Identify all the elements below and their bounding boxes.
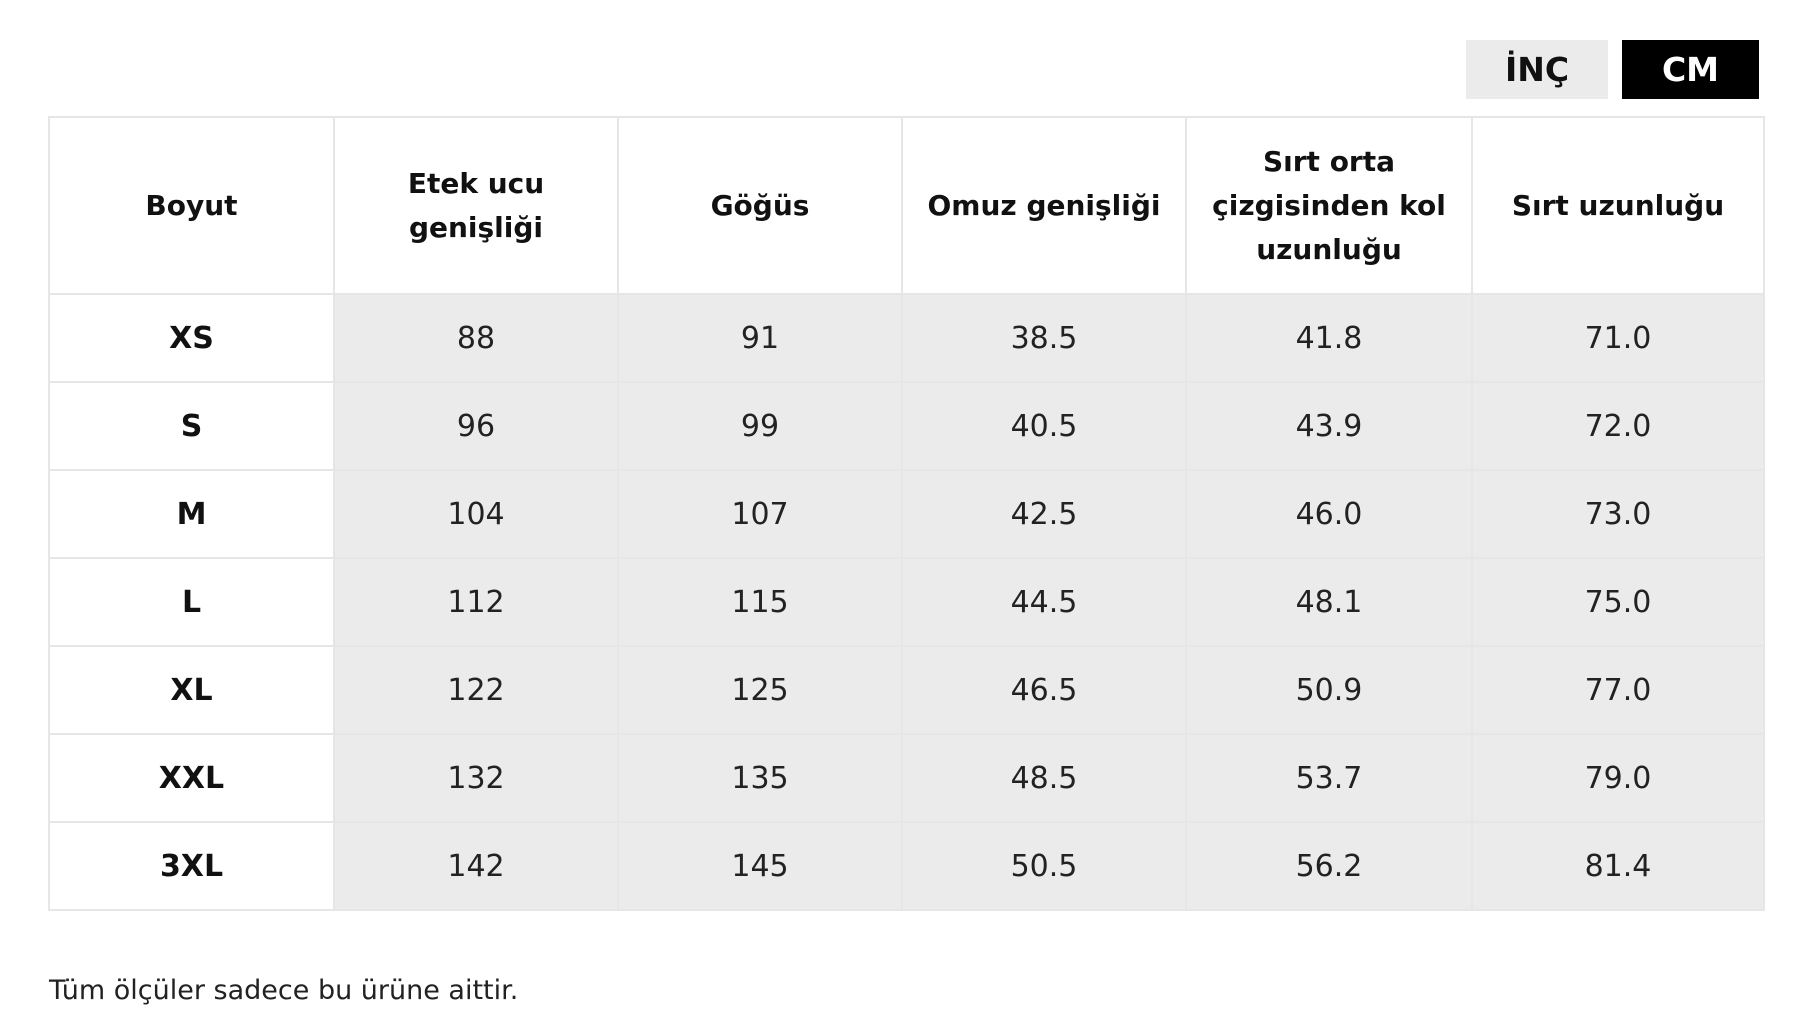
measurement-cell: 104 (333, 469, 619, 559)
measurement-cell: 96 (333, 381, 619, 471)
column-header-sleeve-length: Sırt orta çizgisinden kol uzunluğu (1185, 116, 1473, 295)
measurement-cell: 72.0 (1471, 381, 1765, 471)
measurement-cell: 142 (333, 821, 619, 911)
measurement-cell: 88 (333, 293, 619, 383)
column-header-size: Boyut (48, 116, 335, 295)
measurement-cell: 50.5 (901, 821, 1187, 911)
table-row: M 104 107 42.5 46.0 73.0 (48, 469, 1765, 559)
measurement-cell: 79.0 (1471, 733, 1765, 823)
table-header-row: Boyut Etek ucu genişliği Göğüs Omuz geni… (48, 116, 1765, 295)
measurement-footnote: Tüm ölçüler sadece bu ürüne aittir. (49, 975, 519, 1006)
measurement-cell: 145 (617, 821, 903, 911)
measurement-cell: 75.0 (1471, 557, 1765, 647)
measurement-cell: 77.0 (1471, 645, 1765, 735)
measurement-cell: 107 (617, 469, 903, 559)
size-label-cell: M (48, 469, 335, 559)
measurement-cell: 48.5 (901, 733, 1187, 823)
size-label-cell: L (48, 557, 335, 647)
size-label-cell: 3XL (48, 821, 335, 911)
table-row: 3XL 142 145 50.5 56.2 81.4 (48, 821, 1765, 911)
table-row: XS 88 91 38.5 41.8 71.0 (48, 293, 1765, 383)
inch-unit-button[interactable]: İNÇ (1466, 40, 1608, 99)
measurement-cell: 115 (617, 557, 903, 647)
measurement-cell: 81.4 (1471, 821, 1765, 911)
measurement-cell: 132 (333, 733, 619, 823)
size-table-body: XS 88 91 38.5 41.8 71.0 S 96 99 40.5 43.9 72.0 M 104 1… (48, 293, 1765, 911)
table-row: XL 122 125 46.5 50.9 77.0 (48, 645, 1765, 735)
measurement-cell: 91 (617, 293, 903, 383)
measurement-cell: 46.5 (901, 645, 1187, 735)
size-label-cell: S (48, 381, 335, 471)
measurement-cell: 99 (617, 381, 903, 471)
column-header-back-length: Sırt uzunluğu (1471, 116, 1765, 295)
measurement-cell: 42.5 (901, 469, 1187, 559)
cm-unit-button[interactable]: CM (1622, 40, 1759, 99)
column-header-hem-width: Etek ucu genişliği (333, 116, 619, 295)
size-label-cell: XS (48, 293, 335, 383)
size-chart-table: Boyut Etek ucu genişliği Göğüs Omuz geni… (48, 116, 1765, 911)
measurement-cell: 71.0 (1471, 293, 1765, 383)
column-header-chest: Göğüs (617, 116, 903, 295)
unit-toggle: İNÇ CM (1466, 40, 1763, 99)
measurement-cell: 40.5 (901, 381, 1187, 471)
measurement-cell: 46.0 (1185, 469, 1473, 559)
measurement-cell: 44.5 (901, 557, 1187, 647)
table-row: L 112 115 44.5 48.1 75.0 (48, 557, 1765, 647)
table-row: XXL 132 135 48.5 53.7 79.0 (48, 733, 1765, 823)
measurement-cell: 135 (617, 733, 903, 823)
measurement-cell: 56.2 (1185, 821, 1473, 911)
measurement-cell: 48.1 (1185, 557, 1473, 647)
measurement-cell: 50.9 (1185, 645, 1473, 735)
measurement-cell: 122 (333, 645, 619, 735)
measurement-cell: 112 (333, 557, 619, 647)
size-label-cell: XL (48, 645, 335, 735)
measurement-cell: 73.0 (1471, 469, 1765, 559)
measurement-cell: 38.5 (901, 293, 1187, 383)
measurement-cell: 41.8 (1185, 293, 1473, 383)
table-row: S 96 99 40.5 43.9 72.0 (48, 381, 1765, 471)
measurement-cell: 53.7 (1185, 733, 1473, 823)
size-label-cell: XXL (48, 733, 335, 823)
column-header-shoulder-width: Omuz genişliği (901, 116, 1187, 295)
measurement-cell: 43.9 (1185, 381, 1473, 471)
measurement-cell: 125 (617, 645, 903, 735)
